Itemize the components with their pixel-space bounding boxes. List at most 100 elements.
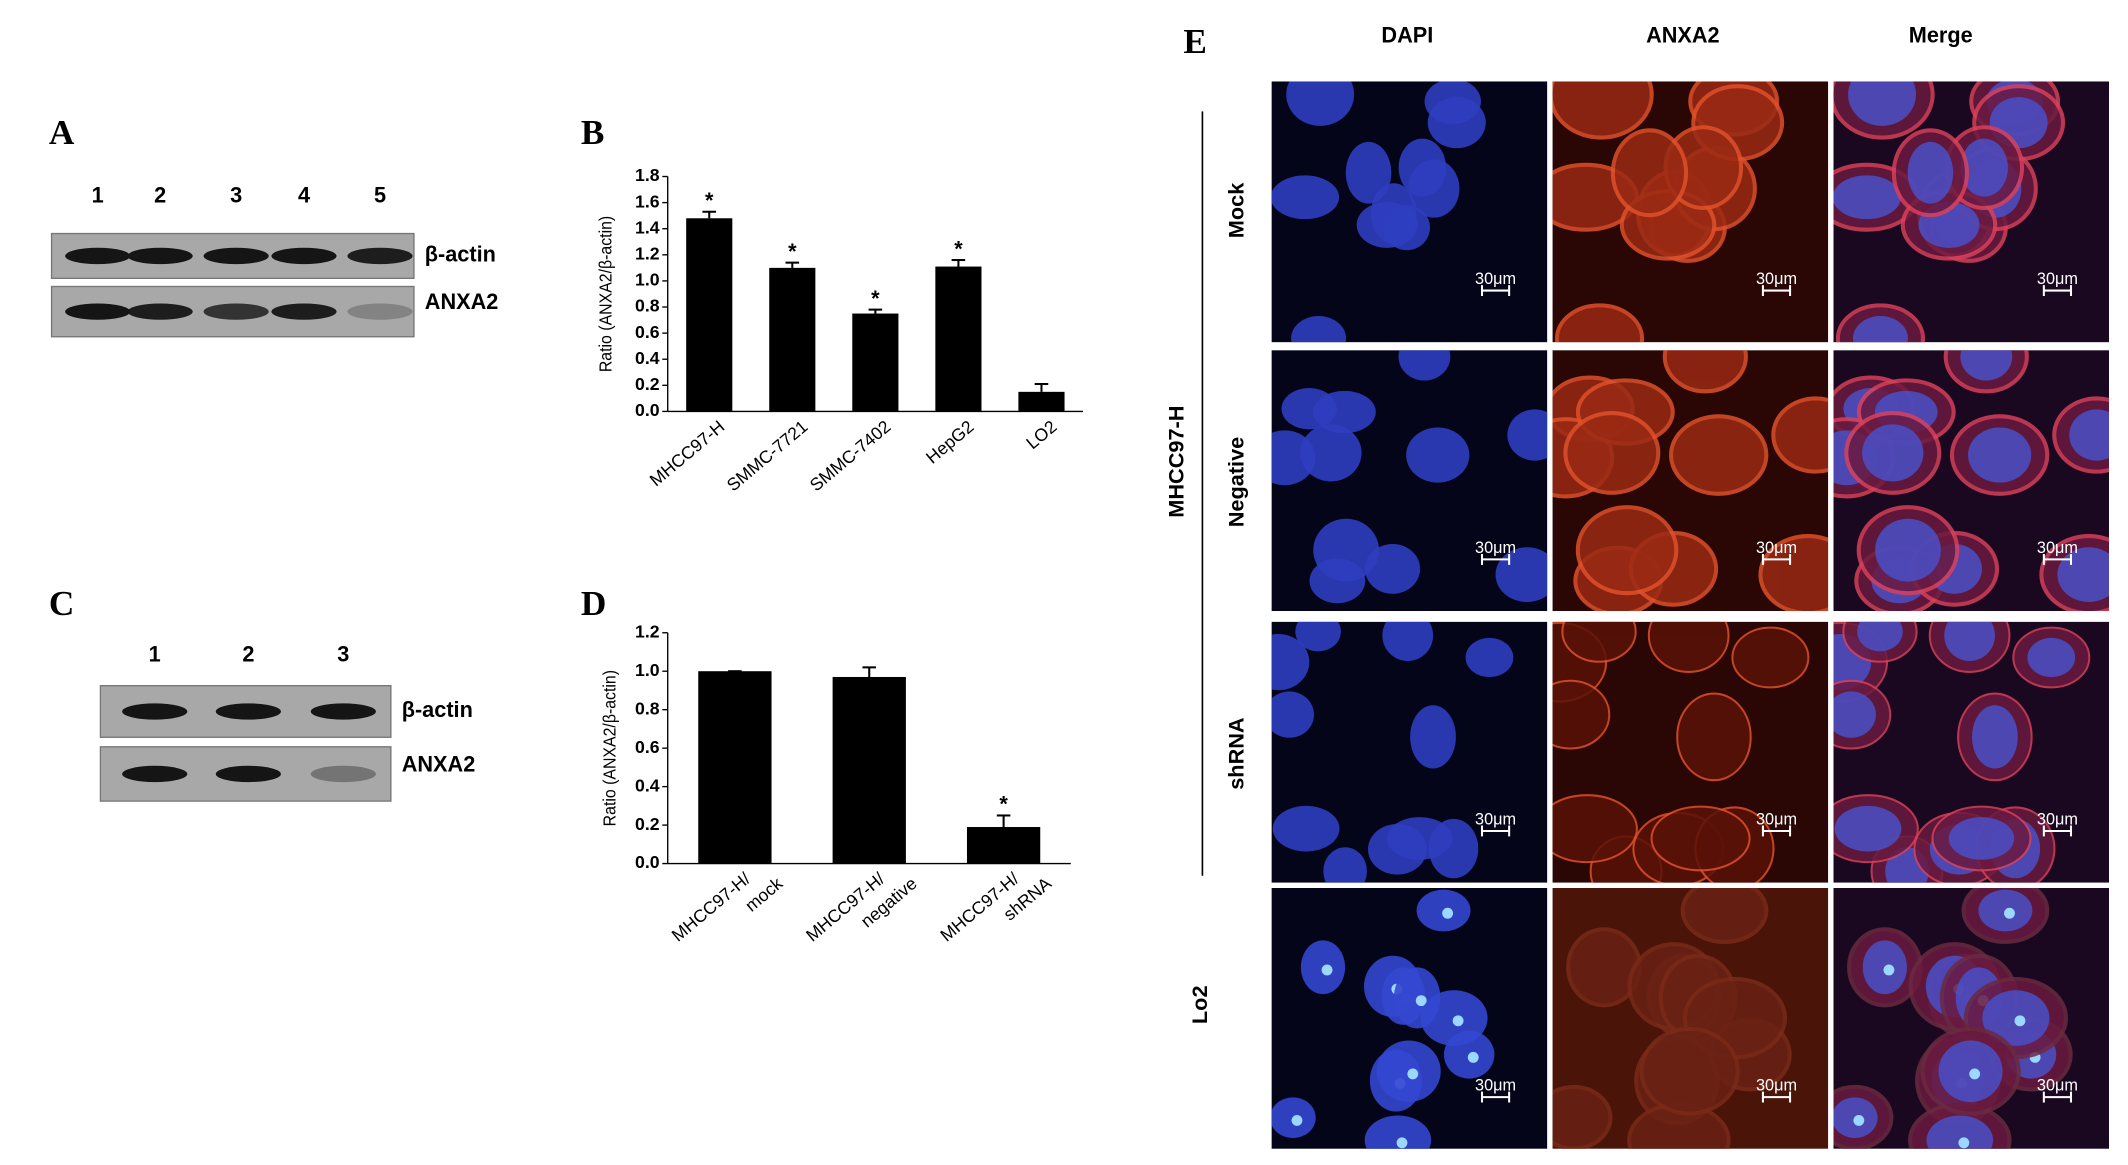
scale-bar <box>2042 285 2073 297</box>
bar <box>769 267 816 412</box>
lane-number: 3 <box>230 183 242 208</box>
scale-bar <box>2042 1091 2073 1103</box>
y-axis-label: Ratio (ANXA2/β-actin) <box>596 216 616 372</box>
y-tick-label: 1.8 <box>635 165 660 185</box>
panel-label: B <box>581 113 605 152</box>
nucleolus <box>2004 907 2015 919</box>
nucleus <box>1948 817 2015 860</box>
scale-bar <box>1480 553 1511 565</box>
cells <box>1552 888 1792 1149</box>
nucleus <box>1386 817 1453 860</box>
column-header: ANXA2 <box>1646 22 1720 47</box>
cell <box>1650 805 1751 872</box>
cell <box>1552 81 1654 140</box>
lane-number: 3 <box>337 642 349 667</box>
x-tick-label: MHCC97-H/ <box>668 868 754 945</box>
nucleus <box>1427 97 1486 149</box>
nucleus <box>1862 424 1924 482</box>
scale-bar <box>2042 825 2073 837</box>
x-tick-label-group: MHCC97-H <box>646 416 729 490</box>
nucleus <box>1398 138 1447 197</box>
scale-label: 30μm <box>1475 270 1516 288</box>
y-tick-label: 1.0 <box>635 660 660 680</box>
nucleolus <box>1415 995 1427 1007</box>
nucleus <box>1944 621 1995 661</box>
nucleus <box>1364 543 1421 594</box>
x-tick-label-group: SMMC-7721 <box>723 416 812 495</box>
blot-band <box>122 765 188 783</box>
x-tick-label-group: MHCC97-H/negative <box>802 868 921 945</box>
nucleus <box>1271 175 1340 220</box>
lane-number: 5 <box>374 183 386 208</box>
cells <box>1271 350 1548 604</box>
blot-band <box>310 765 376 783</box>
cells <box>1552 621 1810 883</box>
nucleolus <box>2014 1015 2026 1027</box>
nucleus <box>1848 81 1916 126</box>
scale-bar <box>2042 553 2073 565</box>
bar <box>966 827 1041 864</box>
nucleus <box>1345 141 1392 204</box>
cells <box>1271 889 1495 1149</box>
blot-band <box>347 303 413 320</box>
y-tick-label: 0.2 <box>635 814 660 834</box>
blot-band <box>215 765 281 783</box>
y-tick-label: 0.4 <box>635 775 660 795</box>
nucleus <box>1971 705 2018 769</box>
lane-number: 2 <box>242 642 254 667</box>
cells <box>1552 81 1785 343</box>
x-tick-label-group: LO2 <box>1022 416 1060 453</box>
blot-band <box>122 703 188 720</box>
nucleus <box>1291 316 1347 343</box>
bar <box>698 671 772 864</box>
y-tick-label: 0.2 <box>635 374 660 394</box>
nucleus <box>1875 518 1941 582</box>
y-tick-label: 0.4 <box>635 348 660 368</box>
scale-bar <box>1480 825 1511 837</box>
cell <box>1662 350 1748 394</box>
nucleus <box>1364 1115 1432 1149</box>
cell <box>1554 303 1645 343</box>
band-label: ANXA2 <box>402 752 476 777</box>
y-axis-label: Ratio (ANXA2/β-actin) <box>600 670 620 826</box>
nucleus <box>1857 621 1903 652</box>
x-tick-label-group: MHCC97-H/mock <box>668 868 787 945</box>
cell <box>1563 410 1661 495</box>
group-label: MHCC97-H <box>1164 406 1189 518</box>
y-tick-label: 1.6 <box>635 191 660 211</box>
panel-label: C <box>49 584 74 623</box>
nucleus <box>2069 409 2109 461</box>
significance-marker: * <box>999 792 1008 817</box>
nucleus <box>1968 427 2032 483</box>
cell <box>1552 794 1638 864</box>
scale-bar <box>1480 285 1511 297</box>
bar <box>852 313 899 412</box>
nucleus <box>1406 427 1470 483</box>
blot-band <box>271 303 337 320</box>
blot-band <box>65 303 131 320</box>
scale-label: 30μm <box>2037 1077 2078 1095</box>
blot-band <box>215 703 281 720</box>
nucleus <box>1833 691 1876 738</box>
nucleus <box>1926 1115 1994 1149</box>
x-tick-label-group: SMMC-7402 <box>806 416 895 495</box>
cell <box>1647 621 1730 673</box>
scale-label: 30μm <box>1475 1077 1516 1095</box>
y-tick-label: 0.8 <box>635 698 660 718</box>
scale-bar <box>1761 825 1792 837</box>
row-label: Mock <box>1223 182 1248 238</box>
y-tick-label: 0.6 <box>635 322 660 342</box>
scale-label: 30μm <box>2037 810 2078 828</box>
x-tick-label: LO2 <box>1022 416 1060 453</box>
y-tick-label: 0.0 <box>635 852 660 872</box>
nucleus <box>1286 81 1355 126</box>
nucleus <box>1382 621 1434 661</box>
band-label: β-actin <box>402 697 473 722</box>
nucleolus <box>1883 964 1895 976</box>
nucleolus <box>1452 1015 1464 1027</box>
lane-number: 4 <box>298 183 310 208</box>
cells <box>1833 350 2109 612</box>
scale-label: 30μm <box>1756 270 1797 288</box>
nucleus <box>1271 691 1315 738</box>
